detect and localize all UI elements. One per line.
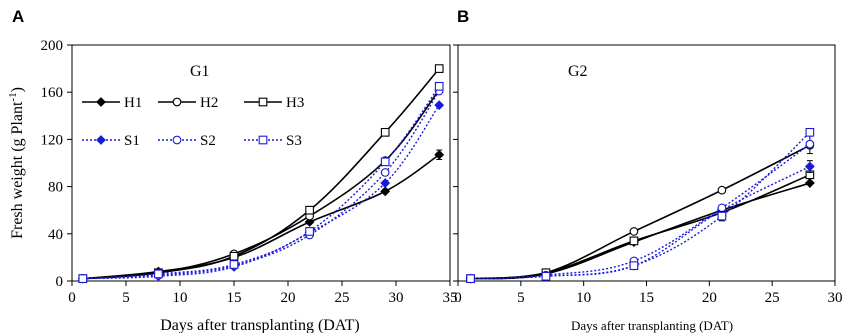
panel-b-x-tick-label-0: 0: [454, 290, 462, 306]
panel-b-series-3-point-4: [804, 161, 815, 172]
panel-b-series-5-point-3: [717, 211, 727, 221]
legend-3-label: S1: [124, 133, 140, 149]
panel-b-series-3-line: [470, 165, 811, 280]
panel-a-series-5-point-0: [78, 274, 88, 283]
panel-a-y-tick-label-4: 160: [41, 85, 64, 101]
panel-a-y-tick-label-3: 120: [41, 132, 64, 148]
panel-a-x-tick-label-2: 10: [173, 290, 188, 306]
panel-b-series-2-point-2: [629, 236, 639, 246]
panel-a-letter: A: [12, 7, 24, 26]
panel-b-series-4-point-3: [717, 203, 727, 213]
panel-a-frame: [71, 44, 451, 282]
panel-b-x-tick-label-5: 25: [765, 290, 780, 306]
legend-5-marker: [258, 135, 268, 145]
panel-b-x-tick-label-1: 5: [517, 290, 525, 306]
panel-b-plot: 0 5 10 15 20 25 30: [453, 44, 843, 306]
panel-a-x-axis-title: Days after transplanting (DAT): [160, 317, 360, 333]
panel-a-x-tick-label-6: 30: [389, 290, 404, 306]
panel-a-y-axis-title: Fresh weight (g Plant-1): [7, 87, 26, 239]
panel-a-series-5-point-5: [434, 81, 444, 91]
panel-a-series-3-point-4: [380, 178, 391, 188]
legend-1-label: H2: [200, 95, 218, 111]
legend-5-label: S3: [286, 133, 302, 149]
panel-b-x-tick-label-2: 10: [576, 290, 591, 306]
legend-0-label: H1: [124, 95, 142, 111]
panel-a-series-0-point-5: [434, 149, 445, 160]
legend-4-marker: [172, 135, 182, 145]
panel-a-series-5-point-3: [305, 227, 314, 236]
panel-a-series-5-point-2: [229, 260, 239, 269]
panel-b-series-5-point-0: [466, 274, 475, 283]
panel-b-x-tick-label-4: 20: [702, 290, 717, 306]
ylabel-superscript: -1: [7, 92, 19, 101]
panel-a-series-0-line: [82, 154, 440, 280]
panel-b-group-title: G2: [568, 63, 588, 80]
panel-b-series-1-point-2: [629, 227, 639, 236]
legend-2-label: H3: [286, 95, 304, 111]
panel-a-x-tick-label-4: 20: [281, 290, 296, 306]
panel-a-y-tick-label-5: 200: [41, 38, 64, 54]
ylabel-end: ): [9, 87, 26, 92]
panel-b-series-5-point-1: [541, 271, 551, 281]
panel-b-series-5-point-4: [805, 127, 815, 137]
panel-a-series-5-point-4: [380, 157, 390, 167]
panel-a-x-tick-label-0: 0: [68, 290, 76, 306]
panel-a-x-tick-label-1: 5: [122, 290, 130, 306]
panel-a-plot: 0 5 10 15 20 25 30 35 0 40 80 120 160 200: [41, 38, 458, 306]
panel-a-series-5-line: [82, 85, 440, 280]
panel-a-series-0-point-4: [380, 186, 391, 197]
panel-a-series-4-point-4: [380, 168, 390, 177]
panel-b-x-axis-title: Days after transplanting (DAT): [571, 318, 733, 333]
panel-a-y-tick-label-2: 80: [48, 180, 63, 196]
legend-3-marker: [96, 135, 106, 145]
panel-b-series-4-line: [470, 143, 811, 280]
panel-a-x-tick-label-7: 35: [443, 290, 458, 306]
panel-b-series-1-line: [470, 144, 811, 280]
legend-1-marker: [172, 97, 182, 107]
panel-b-series-5-line: [470, 131, 811, 280]
panel-a-legend: H1 H2 H3 S1 S2 S3: [82, 95, 304, 149]
panel-b-series-2-line: [470, 174, 811, 280]
panel-a-x-tick-label-5: 25: [335, 290, 350, 306]
legend-0-marker: [96, 97, 106, 107]
panel-b-series-1-point-3: [717, 185, 727, 195]
panel-a-series-2-point-2: [229, 251, 239, 261]
legend-2-marker: [258, 97, 268, 107]
panel-a-series-2-point-4: [380, 127, 390, 137]
panel-a-group-title: G1: [190, 63, 210, 80]
panel-b-x-tick-label-6: 30: [828, 290, 843, 306]
panel-a-y-tick-label-0: 0: [56, 274, 64, 290]
panel-b-letter: B: [457, 7, 469, 26]
panel-a-series-2-point-3: [305, 205, 314, 215]
legend-4-label: S2: [200, 133, 216, 149]
panel-b-series-4-point-4: [805, 139, 815, 149]
panel-a-series-3-point-5: [434, 100, 445, 111]
panel-b-series-0-point-4: [804, 178, 815, 188]
panel-a-y-tick-label-1: 40: [48, 227, 63, 243]
panel-a-x-tick-label-3: 15: [227, 290, 242, 306]
panel-b-series-5-point-2: [629, 261, 639, 271]
ylabel-main: Fresh weight (g Plant: [9, 101, 26, 239]
panel-a-series-2-point-5: [434, 64, 444, 73]
panel-a-series-5-point-1: [154, 269, 163, 279]
panel-b-frame: [457, 44, 836, 282]
panel-b-x-tick-label-3: 15: [639, 290, 654, 306]
